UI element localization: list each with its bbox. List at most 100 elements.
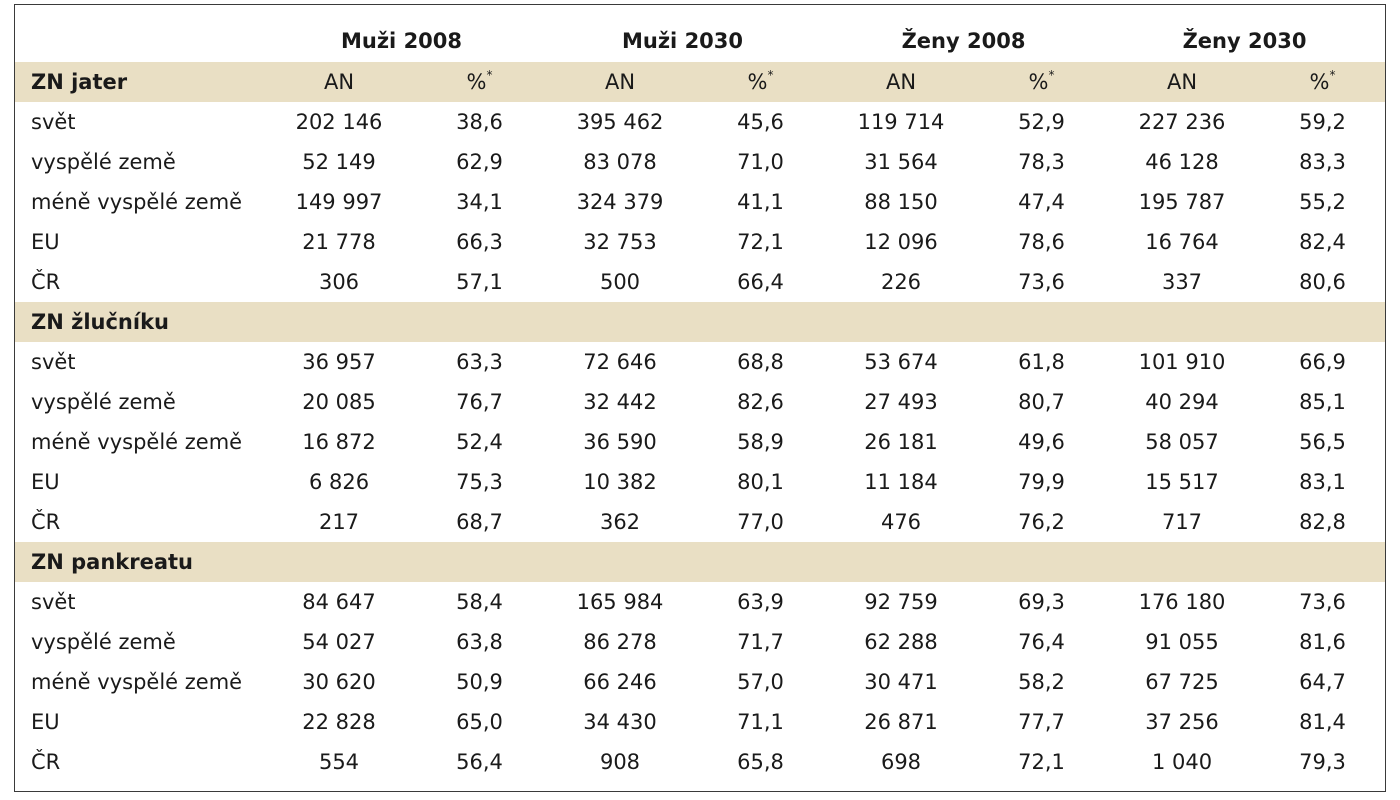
cell-pct: 66,4 — [737, 270, 784, 294]
row-label: EU — [31, 710, 60, 734]
cell-an: 362 — [599, 510, 641, 534]
cell-an: 227 236 — [1138, 110, 1226, 134]
table-row: vyspělé země 20 085 76,7 32 442 82,6 27 493 80… — [15, 382, 1385, 422]
table-row: EU 6 826 75,3 10 382 80,1 11 184 79,9 15 517 83,… — [15, 462, 1385, 502]
subheader-pct — [417, 542, 542, 582]
cell-pct: 69,3 — [1018, 590, 1065, 614]
table-frame: Muži 2008 Muži 2030 Ženy 2008 Ženy 2030 … — [14, 4, 1386, 792]
cell-pct: 76,4 — [1018, 630, 1065, 654]
cell-an: 72 646 — [583, 350, 657, 374]
subheader-an-label: AN — [604, 70, 636, 94]
cell-pct: 66,3 — [456, 230, 503, 254]
cell-an: 92 759 — [864, 590, 938, 614]
cell-pct: 57,0 — [737, 670, 784, 694]
cell-an: 908 — [599, 750, 641, 774]
table-row: EU 22 828 65,0 34 430 71,1 26 871 77,7 37 256 81… — [15, 702, 1385, 742]
table-row: svět 202 146 38,6 395 462 45,6 119 714 52,9 227… — [15, 102, 1385, 142]
cell-pct: 80,1 — [737, 470, 784, 494]
cell-pct: 47,4 — [1018, 190, 1065, 214]
cell-an: 22 828 — [302, 710, 376, 734]
cell-pct: 65,8 — [737, 750, 784, 774]
cell-pct: 73,6 — [1018, 270, 1065, 294]
subheader-an: AN — [261, 62, 417, 102]
cell-pct: 78,3 — [1018, 150, 1065, 174]
cell-an: 37 256 — [1145, 710, 1219, 734]
cell-an: 554 — [318, 750, 360, 774]
cell-pct: 85,1 — [1299, 390, 1346, 414]
table-row: méně vyspělé země 16 872 52,4 36 590 58,9 26 … — [15, 422, 1385, 462]
subheader-pct — [979, 542, 1104, 582]
cell-an: 46 128 — [1145, 150, 1219, 174]
cell-pct: 68,7 — [456, 510, 503, 534]
cell-an: 36 590 — [583, 430, 657, 454]
cell-pct: 62,9 — [456, 150, 503, 174]
cell-pct: 58,4 — [456, 590, 503, 614]
cell-an: 500 — [599, 270, 641, 294]
row-label: ČR — [31, 750, 61, 774]
section-header-row: ZN žlučníku — [15, 302, 1385, 342]
cell-pct: 56,4 — [456, 750, 503, 774]
section-header-row: ZN jater AN %* AN %* AN %* AN %* — [15, 62, 1385, 102]
cell-an: 12 096 — [864, 230, 938, 254]
cell-pct: 83,3 — [1299, 150, 1346, 174]
cell-an: 217 — [318, 510, 360, 534]
subheader-pct-label: % — [466, 70, 487, 94]
subheader-an — [823, 542, 979, 582]
subheader-pct — [1260, 302, 1385, 342]
cell-pct: 64,7 — [1299, 670, 1346, 694]
cell-pct: 83,1 — [1299, 470, 1346, 494]
cell-an: 21 778 — [302, 230, 376, 254]
cell-pct: 45,6 — [737, 110, 784, 134]
subheader-pct: %* — [698, 62, 823, 102]
cell-pct: 71,0 — [737, 150, 784, 174]
row-label: svět — [31, 590, 76, 614]
cell-pct: 81,6 — [1299, 630, 1346, 654]
row-label: EU — [31, 230, 60, 254]
cell-an: 698 — [880, 750, 922, 774]
cell-an: 36 957 — [302, 350, 376, 374]
subheader-an: AN — [542, 62, 698, 102]
cell-an: 53 674 — [864, 350, 938, 374]
footnote-mark: * — [1329, 68, 1336, 82]
cell-pct: 58,2 — [1018, 670, 1065, 694]
cell-pct: 50,9 — [456, 670, 503, 694]
cell-pct: 55,2 — [1299, 190, 1346, 214]
cell-pct: 80,6 — [1299, 270, 1346, 294]
cell-an: 165 984 — [576, 590, 664, 614]
subheader-an — [1104, 302, 1260, 342]
cell-pct: 63,3 — [456, 350, 503, 374]
subheader-pct — [698, 542, 823, 582]
footnote-mark: * — [486, 68, 493, 82]
table-row: vyspělé země 54 027 63,8 86 278 71,7 62 288 76… — [15, 622, 1385, 662]
cell-an: 20 085 — [302, 390, 376, 414]
section-title: ZN žlučníku — [15, 302, 261, 342]
cell-pct: 52,9 — [1018, 110, 1065, 134]
row-label: ČR — [31, 510, 61, 534]
row-label: svět — [31, 110, 76, 134]
cell-an: 34 430 — [583, 710, 657, 734]
table-row: svět 84 647 58,4 165 984 63,9 92 759 69,3 176 1… — [15, 582, 1385, 622]
group-header-muzi-2008: Muži 2008 — [340, 29, 463, 53]
subheader-an: AN — [1104, 62, 1260, 102]
group-header-row: Muži 2008 Muži 2030 Ženy 2008 Ženy 2030 — [15, 20, 1385, 62]
corner-cell — [15, 20, 261, 62]
cell-an: 306 — [318, 270, 360, 294]
table-row: vyspělé země 52 149 62,9 83 078 71,0 31 564 78… — [15, 142, 1385, 182]
subheader-an — [261, 542, 417, 582]
cell-an: 66 246 — [583, 670, 657, 694]
section-title: ZN jater — [15, 62, 261, 102]
cell-an: 226 — [880, 270, 922, 294]
cell-an: 119 714 — [857, 110, 945, 134]
cell-pct: 77,7 — [1018, 710, 1065, 734]
cell-an: 337 — [1161, 270, 1203, 294]
subheader-an-label: AN — [323, 70, 355, 94]
footnote-mark: * — [767, 68, 774, 82]
subheader-pct-label: % — [1028, 70, 1049, 94]
row-label: vyspělé země — [31, 150, 176, 174]
cell-an: 31 564 — [864, 150, 938, 174]
cell-an: 62 288 — [864, 630, 938, 654]
group-header-muzi-2030: Muži 2030 — [621, 29, 744, 53]
cell-pct: 56,5 — [1299, 430, 1346, 454]
table-row: ČR 306 57,1 500 66,4 226 73,6 337 80,6 — [15, 262, 1385, 302]
cell-an: 101 910 — [1138, 350, 1226, 374]
